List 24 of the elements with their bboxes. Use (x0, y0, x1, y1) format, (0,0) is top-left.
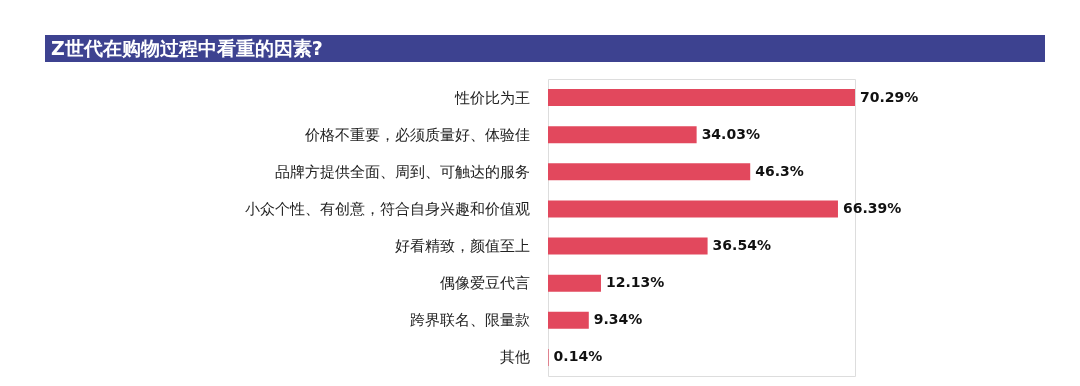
bar (548, 237, 708, 255)
y-tick-label: 品牌方提供全面、周到、可触达的服务 (275, 162, 530, 181)
data-label: 36.54% (712, 237, 771, 254)
y-tick-label: 小众个性、有创意，符合自身兴趣和价值观 (245, 199, 530, 218)
y-tick-label: 好看精致，颜值至上 (395, 237, 530, 256)
text: Z世代在购物过程中看重的因素? (51, 37, 323, 59)
y-tick-label: 价格不重要，必须质量好、体验佳 (304, 125, 530, 144)
data-label: 9.34% (593, 311, 643, 328)
bar (548, 126, 697, 144)
bar (548, 89, 855, 107)
data-label: 0.14% (553, 348, 603, 365)
bar (548, 163, 751, 181)
y-tick-label: 偶像爱豆代言 (440, 274, 530, 293)
data-label: 70.29% (860, 88, 919, 105)
bar (548, 200, 838, 218)
bar (548, 274, 601, 292)
data-label: 34.03% (701, 125, 760, 142)
data-label: 66.39% (842, 199, 902, 216)
y-tick-label: 跨界联名、限量款 (410, 311, 530, 330)
y-tick-label: 其他 (500, 348, 530, 367)
data-label: 46.3% (755, 162, 804, 179)
data-label: 12.13% (605, 274, 665, 291)
bar (548, 311, 589, 329)
y-tick-label: 性价比为王 (454, 88, 530, 107)
